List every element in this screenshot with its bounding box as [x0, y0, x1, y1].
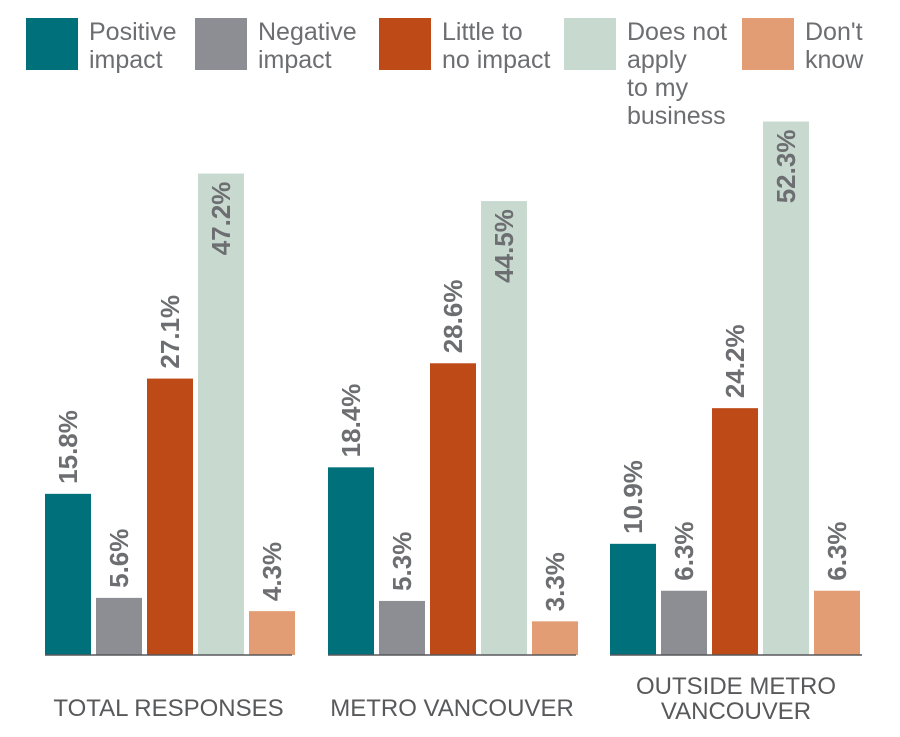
legend-swatch-positive-impact [26, 18, 78, 70]
bar-metro-vancouver-don-t-know [532, 621, 578, 655]
value-label-metro-vancouver-don-t-know: 3.3% [540, 552, 570, 611]
bar-total-responses-does-not-apply-to-my-business [198, 173, 244, 655]
bar-metro-vancouver-negative-impact [379, 600, 425, 655]
bar-total-responses-little-to-no-impact [147, 378, 193, 655]
legend-label-positive-impact: Positive [89, 18, 177, 46]
value-label-outside-metro-vancouver-does-not-apply-to-my-business: 52.3% [771, 130, 801, 204]
value-label-total-responses-positive-impact: 15.8% [53, 410, 83, 484]
category-label-total-responses: TOTAL RESPONSES [53, 695, 283, 722]
bar-total-responses-negative-impact [96, 597, 142, 655]
value-label-total-responses-negative-impact: 5.6% [104, 529, 134, 588]
legend-label-does-not-apply-to-my-business: Does not [627, 18, 727, 46]
value-label-metro-vancouver-negative-impact: 5.3% [387, 532, 417, 591]
legend-label-negative-impact: impact [258, 46, 332, 74]
bar-outside-metro-vancouver-negative-impact [661, 590, 707, 655]
legend-label-positive-impact: impact [89, 46, 163, 74]
bar-metro-vancouver-little-to-no-impact [430, 363, 476, 655]
legend-swatch-does-not-apply-to-my-business [564, 18, 616, 70]
value-label-outside-metro-vancouver-positive-impact: 10.9% [618, 460, 648, 534]
legend-label-little-to-no-impact: Little to [442, 18, 523, 46]
legend-swatch-negative-impact [195, 18, 247, 70]
value-label-total-responses-does-not-apply-to-my-business: 47.2% [206, 182, 236, 256]
legend-swatch-little-to-no-impact [379, 18, 431, 70]
bar-total-responses-positive-impact [45, 493, 91, 655]
bar-outside-metro-vancouver-positive-impact [610, 543, 656, 655]
legend-label-little-to-no-impact: no impact [442, 46, 550, 74]
value-label-metro-vancouver-positive-impact: 18.4% [336, 384, 366, 458]
category-label-outside-metro-vancouver: OUTSIDE METRO [636, 673, 836, 700]
bar-outside-metro-vancouver-don-t-know [814, 590, 860, 655]
value-label-outside-metro-vancouver-don-t-know: 6.3% [822, 521, 852, 580]
value-label-total-responses-little-to-no-impact: 27.1% [155, 295, 185, 369]
legend-label-does-not-apply-to-my-business: business [627, 102, 726, 130]
legend-swatch-don-t-know [742, 18, 794, 70]
legend-label-does-not-apply-to-my-business: to my [627, 74, 689, 102]
bars [45, 121, 860, 656]
bar-total-responses-don-t-know [249, 611, 295, 655]
value-labels: 15.8% 5.6% 27.1% 47.2% 4.3% 18.4% 5.3% 28.6% 44.… [53, 130, 852, 612]
value-label-metro-vancouver-does-not-apply-to-my-business: 44.5% [489, 209, 519, 283]
bar-outside-metro-vancouver-little-to-no-impact [712, 408, 758, 655]
category-label-metro-vancouver: METRO VANCOUVER [330, 695, 574, 722]
value-label-total-responses-don-t-know: 4.3% [257, 542, 287, 601]
bar-metro-vancouver-does-not-apply-to-my-business [481, 201, 527, 655]
category-label-outside-metro-vancouver: VANCOUVER [661, 698, 811, 725]
value-label-outside-metro-vancouver-little-to-no-impact: 24.2% [720, 324, 750, 398]
legend-label-don-t-know: know [805, 46, 864, 74]
value-label-metro-vancouver-little-to-no-impact: 28.6% [438, 280, 468, 354]
bar-outside-metro-vancouver-does-not-apply-to-my-business [763, 121, 809, 656]
group-labels: TOTAL RESPONSES METRO VANCOUVER OUTSIDE ME… [53, 673, 836, 725]
value-label-outside-metro-vancouver-negative-impact: 6.3% [669, 521, 699, 580]
legend-label-does-not-apply-to-my-business: apply [627, 46, 687, 74]
legend-label-don-t-know: Don't [805, 18, 863, 46]
bar-metro-vancouver-positive-impact [328, 467, 374, 655]
legend-label-negative-impact: Negative [258, 18, 357, 46]
